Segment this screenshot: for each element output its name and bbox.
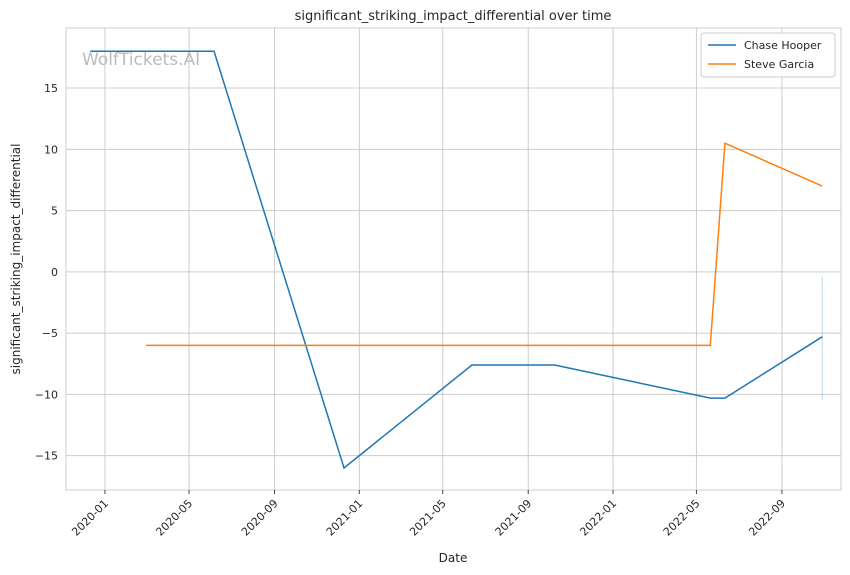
y-axis-label: significant_striking_impact_differential bbox=[9, 144, 23, 375]
x-axis-label: Date bbox=[439, 551, 468, 565]
y-tick-label: 15 bbox=[44, 82, 58, 95]
legend-label-chase-hooper: Chase Hooper bbox=[744, 39, 822, 52]
watermark: WolfTickets.AI bbox=[82, 50, 200, 70]
y-tick-label: 10 bbox=[44, 143, 58, 156]
y-tick-label: −10 bbox=[35, 388, 58, 401]
legend-label-steve-garcia: Steve Garcia bbox=[744, 58, 814, 71]
y-tick-label: 0 bbox=[51, 266, 58, 279]
x-tick-label: 2022-01 bbox=[577, 497, 619, 539]
x-tick-label: 2020-09 bbox=[239, 497, 281, 539]
chart-title: significant_striking_impact_differential… bbox=[295, 9, 612, 24]
series-line-steve-garcia bbox=[145, 142, 823, 347]
y-tick-label: 5 bbox=[51, 205, 58, 218]
x-tick-label: 2020-05 bbox=[153, 497, 195, 539]
x-tick-label: 2021-05 bbox=[407, 497, 449, 539]
y-tick-label: −5 bbox=[42, 327, 58, 340]
x-tick-label: 2022-09 bbox=[746, 497, 788, 539]
x-tick-label: 2021-09 bbox=[493, 497, 535, 539]
y-tick-label: −15 bbox=[35, 450, 58, 463]
series-line-chase-hooper bbox=[90, 50, 823, 470]
x-tick-label: 2022-05 bbox=[661, 497, 703, 539]
plot-area bbox=[65, 27, 842, 491]
x-tick-label: 2020-01 bbox=[69, 497, 111, 539]
x-tick-label: 2021-01 bbox=[324, 497, 366, 539]
legend: Chase Hooper Steve Garcia bbox=[700, 32, 836, 78]
